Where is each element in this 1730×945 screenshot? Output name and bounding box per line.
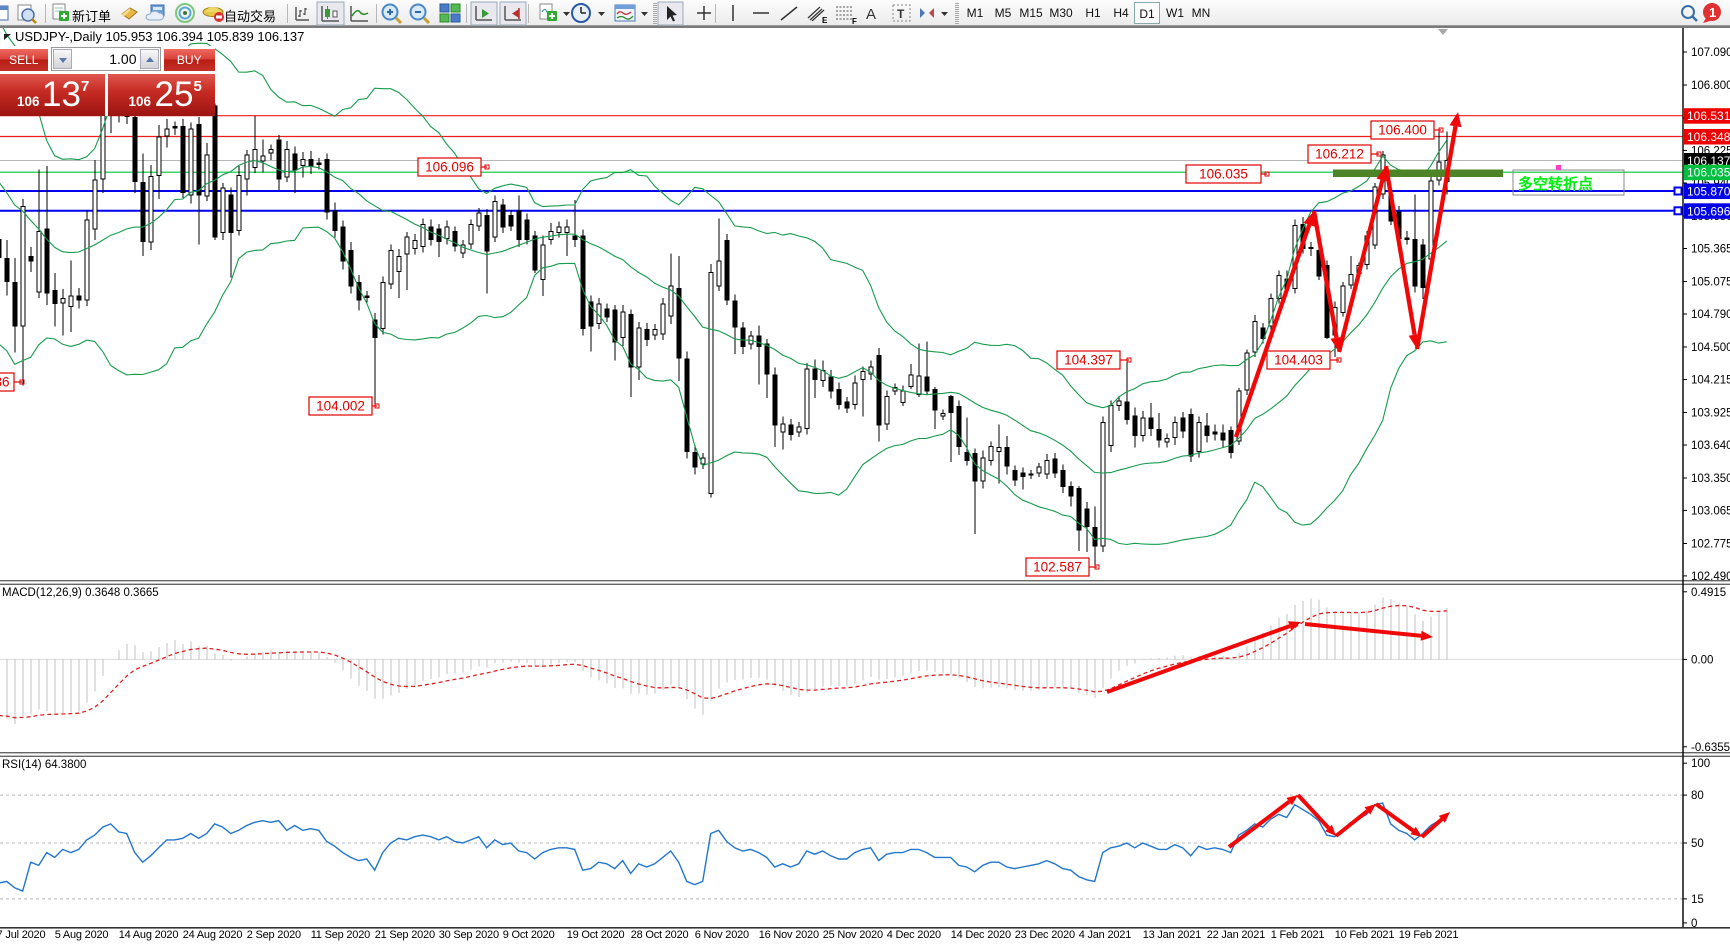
svg-text:103.640: 103.640 — [1691, 440, 1730, 452]
svg-text:25 Nov 2020: 25 Nov 2020 — [823, 929, 883, 941]
svg-text:103.065: 103.065 — [1691, 505, 1730, 517]
svg-text:106.348: 106.348 — [1687, 130, 1730, 144]
svg-text:4 Jan 2021: 4 Jan 2021 — [1079, 929, 1132, 941]
svg-text:105.696: 105.696 — [1687, 204, 1730, 218]
svg-text:105.365: 105.365 — [1691, 244, 1730, 256]
svg-text:106.400: 106.400 — [1378, 123, 1427, 138]
svg-text:0.00: 0.00 — [1691, 654, 1713, 666]
svg-text:27 Jul 2020: 27 Jul 2020 — [0, 929, 45, 941]
svg-text:9 Oct 2020: 9 Oct 2020 — [503, 929, 555, 941]
svg-text:10 Feb 2021: 10 Feb 2021 — [1335, 929, 1395, 941]
svg-text:104.215: 104.215 — [1691, 375, 1730, 387]
svg-text:104.397: 104.397 — [1064, 353, 1113, 368]
svg-text:4 Dec 2020: 4 Dec 2020 — [887, 929, 941, 941]
svg-text:22 Jan 2021: 22 Jan 2021 — [1207, 929, 1265, 941]
svg-text:14 Aug 2020: 14 Aug 2020 — [119, 929, 179, 941]
svg-text:MACD(12,26,9) 0.3648 0.3665: MACD(12,26,9) 0.3648 0.3665 — [2, 587, 159, 599]
svg-text:105.075: 105.075 — [1691, 277, 1730, 289]
svg-text:104.500: 104.500 — [1691, 342, 1730, 354]
svg-text:USDJPY-,Daily 105.953 106.394: USDJPY-,Daily 105.953 106.394 105.839 10… — [15, 29, 304, 44]
svg-text:15: 15 — [1691, 894, 1704, 906]
svg-text:A: A — [866, 6, 876, 23]
svg-text:19 Oct 2020: 19 Oct 2020 — [567, 929, 625, 941]
svg-text:80: 80 — [1691, 790, 1704, 802]
svg-text:19 Feb 2021: 19 Feb 2021 — [1399, 929, 1459, 941]
svg-text:106.800: 106.800 — [1691, 80, 1730, 92]
svg-text:102.587: 102.587 — [1033, 560, 1082, 575]
svg-text:23 Dec 2020: 23 Dec 2020 — [1015, 929, 1075, 941]
svg-text:106.212: 106.212 — [1315, 147, 1364, 162]
svg-text:14 Dec 2020: 14 Dec 2020 — [951, 929, 1011, 941]
svg-text:5 Aug 2020: 5 Aug 2020 — [55, 929, 109, 941]
svg-text:30 Sep 2020: 30 Sep 2020 — [439, 929, 499, 941]
svg-text:106.096: 106.096 — [425, 160, 474, 175]
svg-text:F: F — [852, 17, 857, 26]
svg-text:104.002: 104.002 — [316, 399, 365, 414]
svg-text:36: 36 — [0, 375, 10, 390]
svg-text:106.137: 106.137 — [1687, 154, 1730, 168]
svg-text:E: E — [822, 16, 828, 25]
svg-text:106.035: 106.035 — [1199, 167, 1248, 182]
svg-text:-0.6355: -0.6355 — [1691, 742, 1730, 754]
svg-text:1: 1 — [1709, 5, 1716, 20]
svg-text:106.035: 106.035 — [1687, 166, 1730, 180]
svg-text:1 Feb 2021: 1 Feb 2021 — [1271, 929, 1325, 941]
svg-text:0: 0 — [1691, 918, 1697, 930]
svg-text:多空转折点: 多空转折点 — [1518, 175, 1593, 193]
svg-text:50: 50 — [1691, 838, 1704, 850]
svg-text:6 Nov 2020: 6 Nov 2020 — [695, 929, 749, 941]
svg-text:102.775: 102.775 — [1691, 539, 1730, 551]
svg-text:13 Jan 2021: 13 Jan 2021 — [1143, 929, 1201, 941]
svg-text:107.090: 107.090 — [1691, 47, 1730, 59]
svg-text:24 Aug 2020: 24 Aug 2020 — [183, 929, 243, 941]
svg-text:100: 100 — [1691, 758, 1710, 770]
svg-text:105.870: 105.870 — [1687, 185, 1730, 199]
svg-text:28 Oct 2020: 28 Oct 2020 — [631, 929, 689, 941]
svg-text:16 Nov 2020: 16 Nov 2020 — [759, 929, 819, 941]
svg-text:104.403: 104.403 — [1274, 353, 1323, 368]
svg-text:2 Sep 2020: 2 Sep 2020 — [247, 929, 301, 941]
svg-text:102.490: 102.490 — [1691, 571, 1730, 583]
svg-text:103.925: 103.925 — [1691, 408, 1730, 420]
svg-text:0.4915: 0.4915 — [1691, 587, 1726, 599]
svg-text:106.531: 106.531 — [1687, 109, 1730, 123]
svg-text:103.350: 103.350 — [1691, 473, 1730, 485]
svg-text:11 Sep 2020: 11 Sep 2020 — [311, 929, 370, 941]
svg-text:T: T — [897, 7, 905, 21]
svg-text:21 Sep 2020: 21 Sep 2020 — [375, 929, 435, 941]
svg-text:104.790: 104.790 — [1691, 309, 1730, 321]
svg-text:RSI(14) 64.3800: RSI(14) 64.3800 — [2, 759, 86, 771]
